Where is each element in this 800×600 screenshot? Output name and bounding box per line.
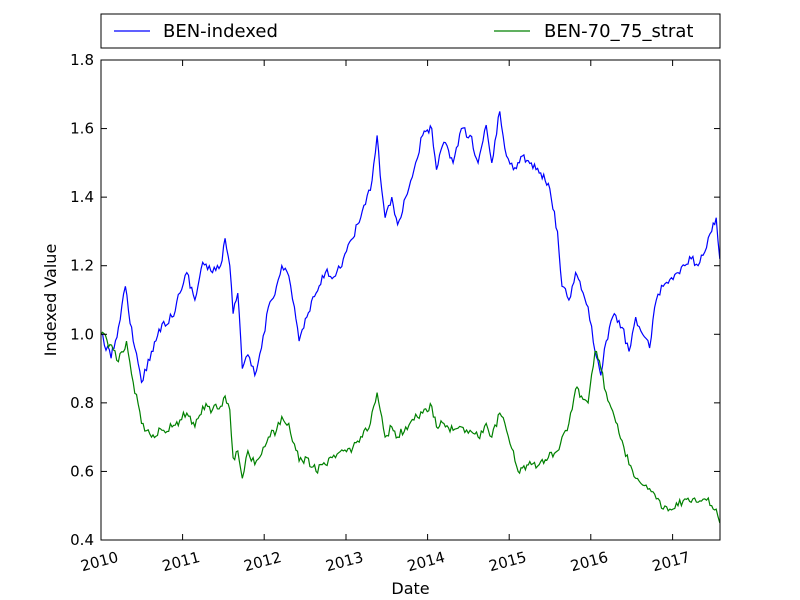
y-tick-label: 0.4 [70,531,94,549]
y-tick-label: 1.6 [70,120,94,138]
bottom-mask [0,540,800,600]
y-tick-label: 1.4 [70,188,94,206]
series-line-1 [100,111,721,384]
y-tick-label: 0.6 [70,462,94,480]
legend-box [100,13,721,49]
y-tick-label: 1.8 [70,51,94,69]
legend: BEN-indexed BEN-70_75_strat [100,13,721,49]
legend-label-2: BEN-70_75_strat [544,21,693,42]
y-tick-label: 1.0 [70,325,94,343]
y-axis-label: Indexed Value [41,244,60,357]
y-tick-label: 1.2 [70,257,94,275]
y-tick-label: 0.8 [70,394,94,412]
series-line-2 [100,331,721,524]
x-axis-label: Date [391,579,429,598]
plot-frame [100,59,721,541]
legend-label-1: BEN-indexed [163,21,278,42]
